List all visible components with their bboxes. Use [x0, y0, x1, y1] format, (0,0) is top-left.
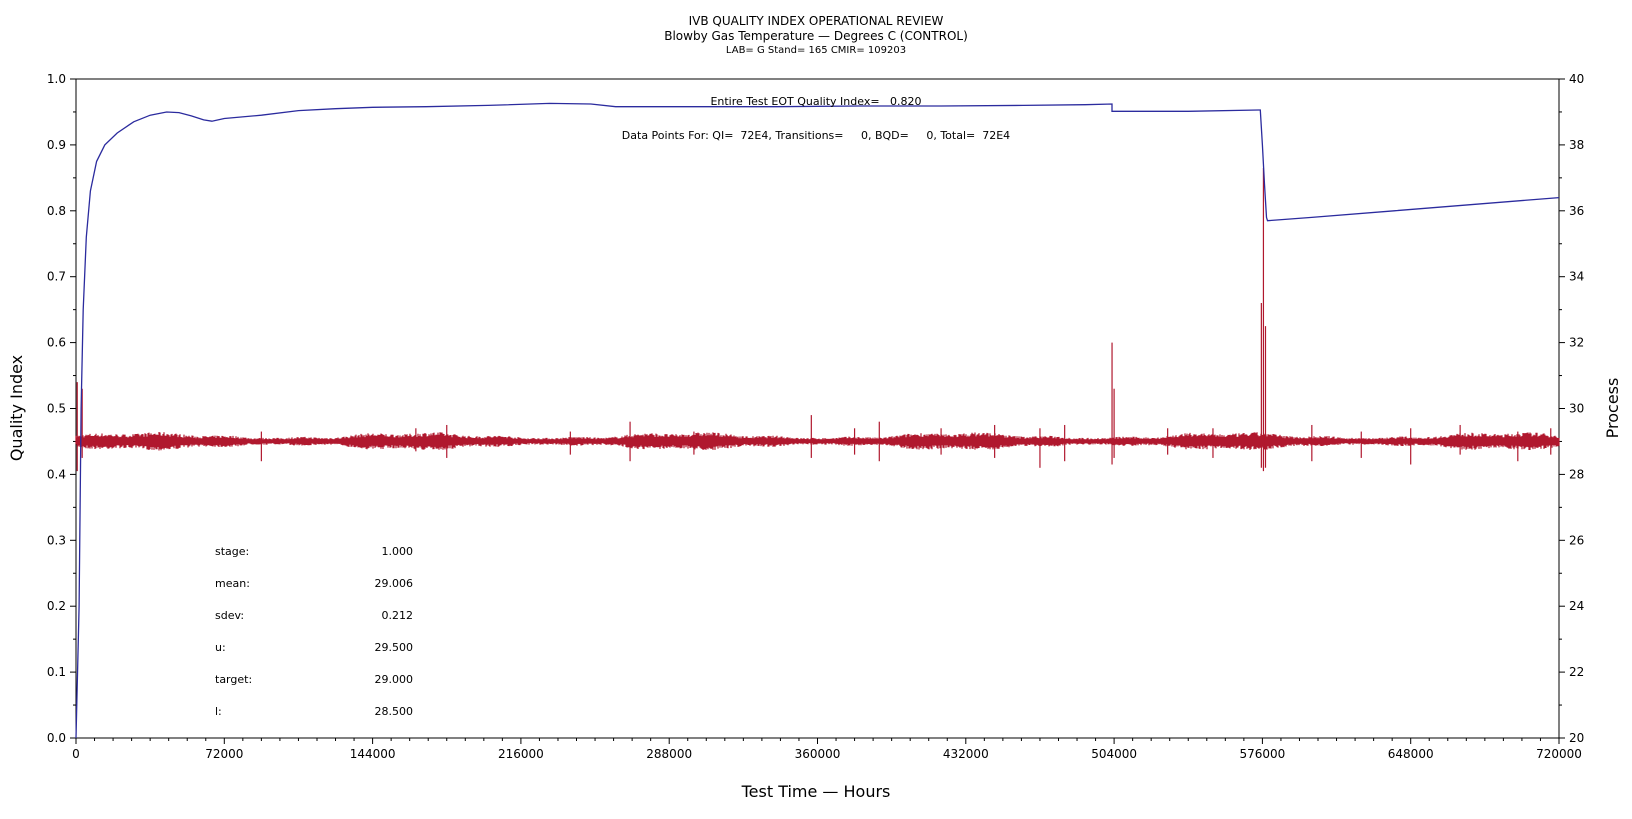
process-series — [75, 167, 1560, 472]
stat-value: 29.006 — [375, 577, 414, 590]
stat-label: stage: — [215, 545, 249, 558]
y-axis-right: 20 22 24 26 28 30 32 34 36 38 40 — [1559, 72, 1584, 745]
y-left-tick-label: 0.0 — [47, 731, 66, 745]
x-tick-label: 288000 — [646, 747, 692, 761]
stat-label: l: — [215, 705, 222, 718]
chart-subtitle-2: LAB= G Stand= 165 CMIR= 109203 — [726, 45, 906, 56]
quality-index-line — [75, 102, 1560, 739]
process-band — [75, 432, 1560, 451]
y-right-tick-label: 34 — [1569, 270, 1584, 284]
y-right-tick-label: 24 — [1569, 599, 1584, 613]
plot-frame — [75, 78, 1560, 739]
y-axis-left-label: Quality Index — [7, 355, 26, 461]
y-right-tick-label: 30 — [1569, 402, 1584, 416]
x-tick-label: 360000 — [795, 747, 841, 761]
y-left-tick-label: 0.9 — [47, 138, 66, 152]
stat-value: 0.212 — [382, 609, 414, 622]
eot-quality-index-annotation: Entire Test EOT Quality Index= 0.820 — [710, 95, 921, 108]
chart-subtitle: Blowby Gas Temperature — Degrees C (CONT… — [664, 29, 968, 43]
x-tick-label: 648000 — [1388, 747, 1434, 761]
y-left-tick-label: 0.7 — [47, 270, 66, 284]
stat-value: 29.000 — [375, 673, 414, 686]
chart-title: IVB QUALITY INDEX OPERATIONAL REVIEW — [689, 14, 944, 28]
y-left-tick-label: 0.8 — [47, 204, 66, 218]
y-left-tick-label: 0.2 — [47, 599, 66, 613]
y-right-tick-label: 38 — [1569, 138, 1584, 152]
y-left-tick-label: 0.4 — [47, 467, 66, 481]
stat-label: target: — [215, 673, 252, 686]
y-left-tick-label: 0.1 — [47, 665, 66, 679]
stat-value: 29.500 — [375, 641, 414, 654]
x-tick-label: 0 — [72, 747, 80, 761]
y-right-tick-label: 26 — [1569, 533, 1584, 547]
stat-value: 28.500 — [375, 705, 414, 718]
y-left-tick-label: 0.3 — [47, 533, 66, 547]
stat-label: u: — [215, 641, 226, 654]
x-tick-label: 504000 — [1091, 747, 1137, 761]
x-tick-label: 144000 — [350, 747, 396, 761]
x-axis-label: Test Time — Hours — [741, 782, 891, 801]
quality-index-series — [75, 102, 1560, 739]
x-tick-label: 432000 — [943, 747, 989, 761]
x-tick-label: 72000 — [205, 747, 243, 761]
stats-block: stage: 1.000 mean: 29.006 sdev: 0.212 u: 29.500… — [215, 545, 413, 718]
y-right-tick-label: 22 — [1569, 665, 1584, 679]
y-left-tick-label: 0.6 — [47, 336, 66, 350]
y-right-tick-label: 32 — [1569, 336, 1584, 350]
x-tick-label: 720000 — [1536, 747, 1582, 761]
y-left-tick-label: 0.5 — [47, 402, 66, 416]
x-tick-label: 216000 — [498, 747, 544, 761]
stat-label: mean: — [215, 577, 250, 590]
x-axis: 0 72000 144000 216000 288000 360000 432000 5040… — [72, 738, 1582, 761]
y-left-tick-label: 1.0 — [47, 72, 66, 86]
y-right-tick-label: 36 — [1569, 204, 1584, 218]
y-axis-right-label: Process — [1603, 378, 1622, 439]
stat-label: sdev: — [215, 609, 244, 622]
stat-value: 1.000 — [382, 545, 414, 558]
y-right-tick-label: 28 — [1569, 467, 1584, 481]
data-points-annotation: Data Points For: QI= 72E4, Transitions= … — [622, 129, 1010, 142]
y-right-tick-label: 20 — [1569, 731, 1584, 745]
x-tick-label: 576000 — [1239, 747, 1285, 761]
y-right-tick-label: 40 — [1569, 72, 1584, 86]
y-axis-left: 0.0 0.1 0.2 0.3 0.4 0.5 0.6 0.7 0.8 0.9 1.0 — [47, 72, 76, 745]
